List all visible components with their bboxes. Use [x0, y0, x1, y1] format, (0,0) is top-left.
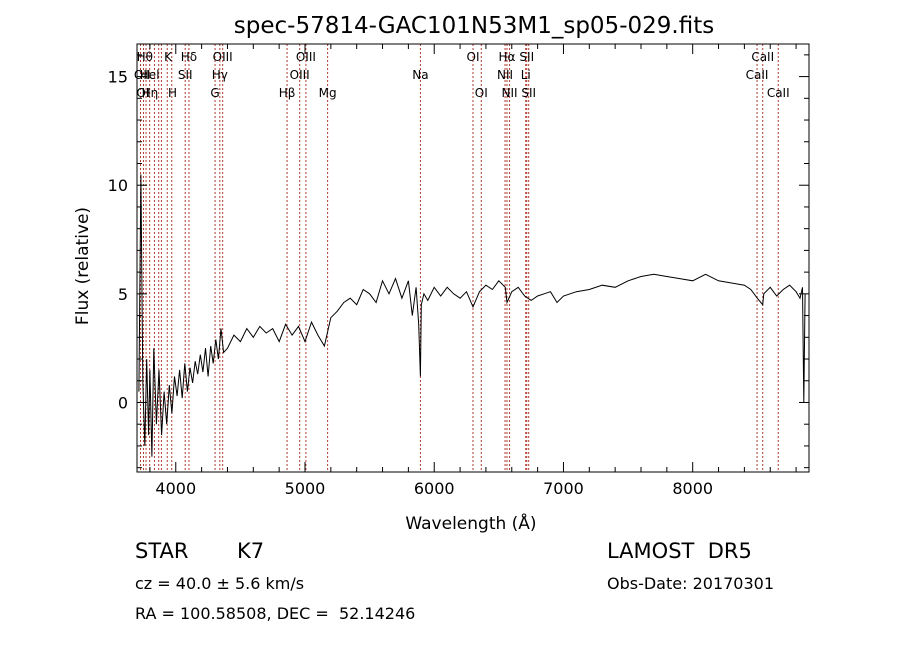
- emission-line-label: OI: [467, 50, 480, 64]
- emission-line-label: NII: [502, 86, 518, 100]
- redshift-readout: cz = 40.0 ± 5.6 km/s: [135, 574, 305, 593]
- plot-frame: [136, 43, 810, 473]
- chart-title: spec-57814-GAC101N53M1_sp05-029.fits: [234, 13, 714, 39]
- observation-date: Obs-Date: 20170301: [607, 574, 775, 593]
- emission-line-label: Hδ: [181, 50, 197, 64]
- emission-line-label: Hel: [140, 68, 160, 82]
- emission-line-label: OI: [475, 86, 488, 100]
- emission-line-label: OII: [134, 68, 151, 82]
- emission-line-label: SII: [178, 68, 193, 82]
- emission-line-label: SII: [521, 86, 536, 100]
- emission-line-label: Hθ: [137, 50, 153, 64]
- emission-line-label: H: [168, 86, 177, 100]
- emission-line-labels: HθOIIHelOIHηKHSIIHδGHγOIIIHβOIIIOIIIMgNa…: [134, 50, 790, 100]
- emission-line-label: OIII: [296, 50, 316, 64]
- emission-line-label: CaII: [751, 50, 774, 64]
- emission-line-label: G: [210, 86, 219, 100]
- emission-line-label: Mg: [319, 86, 337, 100]
- y-axis-label: Flux (relative): [73, 207, 93, 325]
- emission-line-label: CaII: [767, 86, 790, 100]
- object-subclass: K7: [237, 539, 265, 563]
- x-axis: 4000 5000 6000 7000 8000: [149, 44, 797, 498]
- y-axis: 0 5 10 15: [108, 54, 809, 469]
- emission-line-label: SII: [519, 50, 534, 64]
- y-tick-label: 5: [118, 285, 128, 304]
- emission-line-label: Hη: [142, 86, 159, 100]
- x-tick-label: 8000: [672, 479, 713, 498]
- y-tick-label: 10: [108, 176, 128, 195]
- survey-name: LAMOST DR5: [607, 539, 752, 563]
- emission-line-label: OI: [136, 86, 149, 100]
- spectrum-series: [138, 174, 806, 457]
- emission-line-label: CaII: [746, 68, 769, 82]
- emission-line-label: Hγ: [212, 68, 228, 82]
- object-class: STAR: [135, 539, 189, 563]
- x-tick-label: 4000: [155, 479, 196, 498]
- emission-line-label: NII: [497, 68, 513, 82]
- emission-line-label: Hα: [499, 50, 516, 64]
- spectrum-line: [138, 174, 806, 457]
- emission-line-label: Li: [521, 68, 531, 82]
- x-tick-label: 6000: [414, 479, 455, 498]
- coordinates-readout: RA = 100.58508, DEC = 52.14246: [135, 604, 416, 623]
- y-tick-label: 0: [118, 393, 128, 412]
- x-axis-label: Wavelength (Å): [405, 512, 536, 534]
- emission-line-label: OIII: [290, 68, 310, 82]
- emission-line-label: Na: [412, 68, 428, 82]
- emission-line-label: OIII: [213, 50, 233, 64]
- emission-line-label: K: [164, 50, 173, 64]
- y-tick-label: 15: [108, 68, 128, 87]
- emission-line-label: Hβ: [279, 86, 296, 100]
- x-tick-label: 5000: [285, 479, 326, 498]
- x-tick-label: 7000: [543, 479, 584, 498]
- emission-line-markers: [139, 44, 779, 472]
